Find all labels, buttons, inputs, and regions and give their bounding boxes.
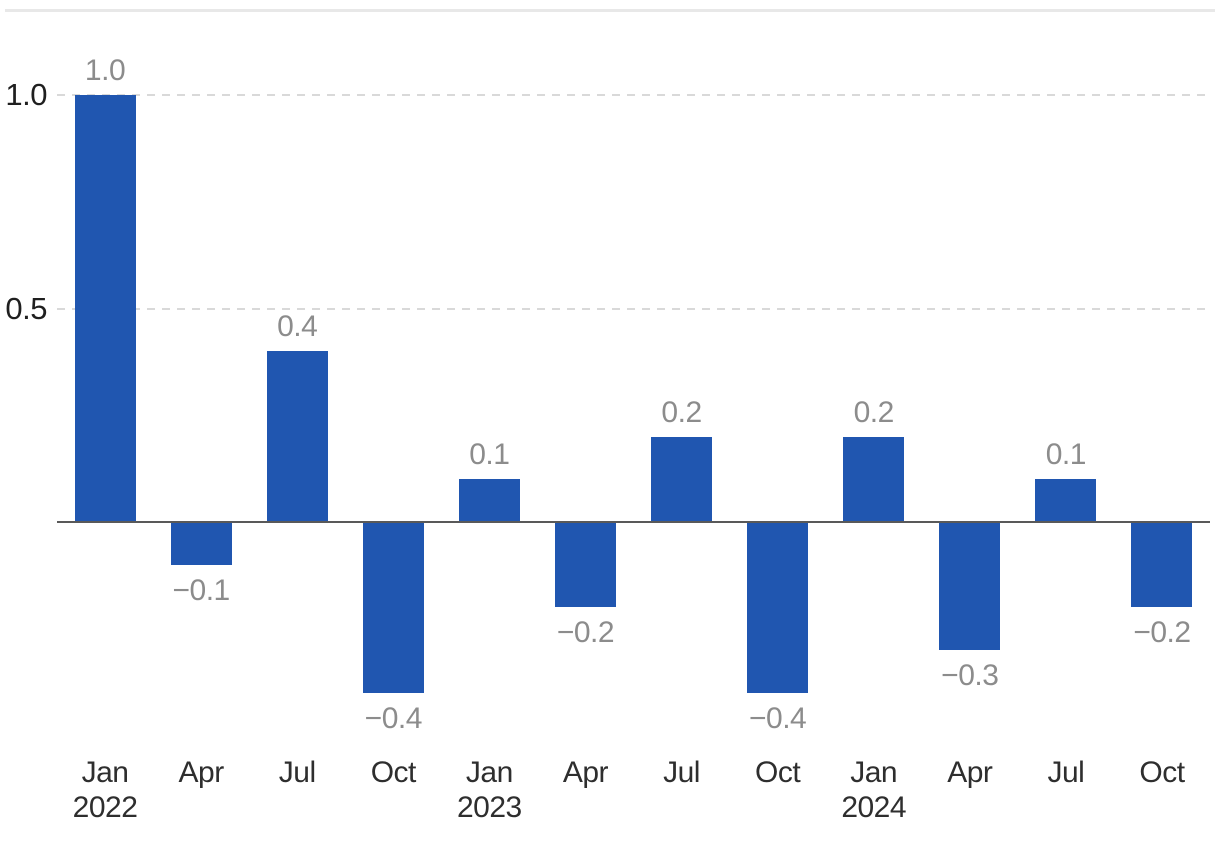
bar-apr-2023[interactable] [554,522,616,608]
bar-value-label: −0.2 [556,616,615,650]
x-axis-tick: Jan 2022 [57,755,153,825]
bar-jan-2022[interactable] [74,95,136,522]
bar-jul-2023[interactable] [651,436,713,522]
gridline-y-0.5 [57,307,1210,310]
x-tick-month: Jul [663,756,700,789]
x-axis-tick: Jan 2023 [441,755,537,825]
x-tick-month: Apr [947,756,993,789]
bar-apr-2022[interactable] [170,522,232,565]
x-tick-month: Jan [465,756,513,789]
x-tick-month: Apr [178,756,225,789]
bar-value-label: 0.2 [853,395,895,429]
x-tick-month: Jan [81,756,129,789]
bar-value-label: 0.4 [277,310,318,344]
x-axis-tick: Oct [1114,755,1210,790]
x-tick-year: 2023 [456,791,522,824]
bar-value-label: −0.3 [941,659,999,693]
x-tick-month: Oct [370,756,417,789]
bar-jul-2024[interactable] [1035,479,1097,522]
x-axis-tick: Apr [922,755,1018,790]
bar-oct-2022[interactable] [362,522,424,693]
x-tick-year: 2022 [72,791,138,824]
x-axis-tick: Apr [153,755,249,790]
bar-value-label: −0.4 [749,701,807,735]
x-axis-tick: Jul [634,755,730,790]
bar-value-label: 0.1 [1045,438,1087,472]
x-axis-tick: Jul [1018,755,1114,790]
x-axis-zero-line [57,521,1210,523]
bar-oct-2024[interactable] [1131,522,1193,608]
bar-jan-2023[interactable] [458,479,520,522]
bar-jan-2024[interactable] [843,436,905,522]
x-axis-tick: Jul [249,755,345,790]
y-axis-tick-label: 0.5 [5,290,47,326]
x-tick-month: Apr [562,756,609,789]
y-axis-tick-label: 1.0 [5,77,47,112]
bar-value-label: 0.1 [469,438,510,472]
x-tick-month: Jan [850,756,898,789]
bar-value-label: 1.0 [84,54,126,87]
bar-value-label: 0.2 [661,395,702,429]
bar-jul-2022[interactable] [266,351,328,522]
gridline-y-1.0 [57,94,1210,96]
bar-apr-2024[interactable] [939,522,1001,651]
bar-value-label: −0.1 [172,573,231,607]
bar-oct-2023[interactable] [747,522,809,693]
x-tick-month: Oct [755,756,801,789]
x-axis-tick: Oct [730,755,826,790]
bar-value-label: −0.4 [364,701,423,735]
bar-value-label: −0.2 [1133,616,1191,650]
x-axis-tick: Apr [537,755,633,790]
x-tick-year: 2024 [841,791,907,824]
x-tick-month: Jul [1047,756,1085,789]
x-tick-month: Jul [278,756,316,789]
x-axis-tick: Jan 2024 [826,755,922,825]
x-axis-tick: Oct [345,755,441,790]
top-divider-line [5,9,1215,12]
x-tick-month: Oct [1139,756,1185,789]
